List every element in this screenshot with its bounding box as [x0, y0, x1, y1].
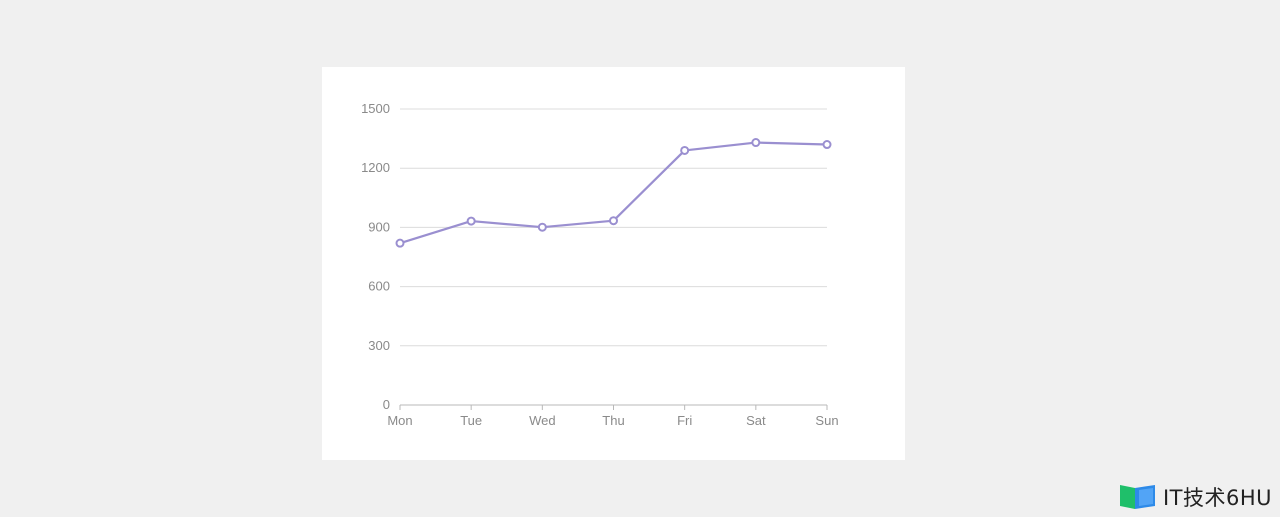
book-logo-icon: [1119, 482, 1157, 512]
x-tick-label: Sat: [746, 413, 766, 428]
data-point: [680, 145, 690, 155]
x-tick-label: Mon: [387, 413, 412, 428]
chart-card: 0 300 600 900 1200 1500 Mon Tue Wed Thu Fri Sat Sun: [322, 67, 905, 460]
y-tick-label: 600: [368, 279, 390, 294]
line-chart: 0 300 600 900 1200 1500 Mon Tue Wed Thu Fri Sat Sun: [361, 101, 838, 428]
data-point: [537, 222, 547, 232]
y-tick-label: 300: [368, 338, 390, 353]
x-tick-label: Fri: [677, 413, 692, 428]
y-tick-label: 1200: [361, 160, 390, 175]
data-point: [822, 140, 832, 150]
x-tick-label: Tue: [460, 413, 482, 428]
data-point: [609, 216, 618, 226]
x-tick-label: Thu: [602, 413, 624, 428]
data-point: [751, 138, 761, 148]
x-tick-label: Wed: [529, 413, 556, 428]
y-tick-label: 1500: [361, 101, 390, 116]
watermark: IT技术6HU: [1119, 482, 1272, 512]
y-tick-label: 0: [383, 397, 390, 412]
y-tick-label: 900: [368, 219, 390, 234]
series-line: [399, 141, 828, 245]
data-point: [466, 216, 476, 226]
watermark-text: IT技术6HU: [1162, 486, 1272, 510]
x-tick-label: Sun: [815, 413, 838, 428]
data-point: [395, 238, 405, 248]
